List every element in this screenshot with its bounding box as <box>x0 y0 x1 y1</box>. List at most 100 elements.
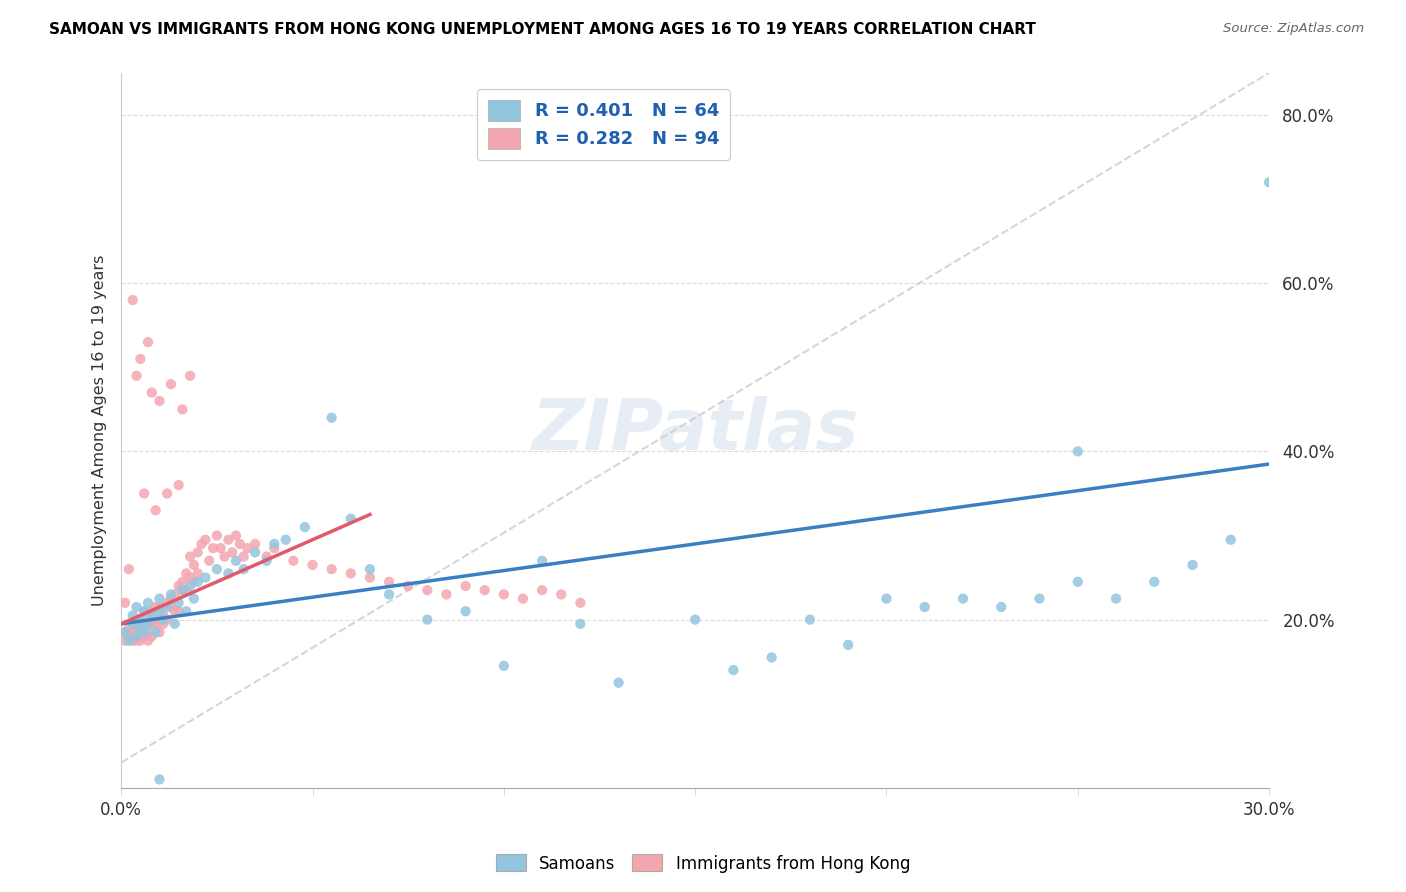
Point <box>474 583 496 598</box>
Point <box>190 537 212 551</box>
Point <box>163 587 186 601</box>
Point <box>129 351 152 366</box>
Point <box>205 528 228 542</box>
Point <box>179 549 201 564</box>
Point <box>1067 574 1090 589</box>
Point <box>1258 175 1281 189</box>
Point <box>837 638 859 652</box>
Point <box>152 608 174 623</box>
Point <box>221 545 243 559</box>
Point <box>152 613 174 627</box>
Point <box>1028 591 1050 606</box>
Point <box>134 625 156 640</box>
Point <box>1105 591 1128 606</box>
Point <box>214 549 236 564</box>
Point <box>359 562 381 576</box>
Point <box>148 604 170 618</box>
Point <box>134 616 156 631</box>
Point <box>569 616 592 631</box>
Point <box>194 571 217 585</box>
Point <box>118 621 141 635</box>
Point <box>141 608 163 623</box>
Point <box>274 533 297 547</box>
Point <box>121 625 143 640</box>
Point <box>194 533 217 547</box>
Point <box>121 293 143 307</box>
Legend: R = 0.401   N = 64, R = 0.282   N = 94: R = 0.401 N = 64, R = 0.282 N = 94 <box>477 89 730 160</box>
Point <box>141 385 163 400</box>
Text: Source: ZipAtlas.com: Source: ZipAtlas.com <box>1223 22 1364 36</box>
Point <box>205 562 228 576</box>
Point <box>683 613 706 627</box>
Point <box>1143 574 1166 589</box>
Point <box>125 600 148 615</box>
Point <box>761 650 783 665</box>
Point <box>569 596 592 610</box>
Point <box>174 583 197 598</box>
Point <box>121 633 143 648</box>
Point <box>145 616 167 631</box>
Point <box>134 604 156 618</box>
Point <box>179 571 201 585</box>
Point <box>134 630 156 644</box>
Point <box>136 633 159 648</box>
Point <box>129 613 152 627</box>
Point <box>256 549 278 564</box>
Point <box>378 574 401 589</box>
Point <box>129 613 152 627</box>
Point <box>148 613 170 627</box>
Point <box>172 583 194 598</box>
Point <box>167 596 190 610</box>
Point <box>148 772 170 787</box>
Point <box>156 486 179 500</box>
Point <box>183 558 205 572</box>
Point <box>160 587 183 601</box>
Point <box>243 545 266 559</box>
Point <box>202 541 225 556</box>
Point <box>263 537 285 551</box>
Point <box>232 549 254 564</box>
Point <box>187 574 209 589</box>
Point <box>121 616 143 631</box>
Point <box>1219 533 1241 547</box>
Point <box>232 562 254 576</box>
Point <box>121 616 143 631</box>
Point <box>114 625 136 640</box>
Point <box>141 630 163 644</box>
Text: SAMOAN VS IMMIGRANTS FROM HONG KONG UNEMPLOYMENT AMONG AGES 16 TO 19 YEARS CORRE: SAMOAN VS IMMIGRANTS FROM HONG KONG UNEM… <box>49 22 1036 37</box>
Point <box>914 600 936 615</box>
Point <box>141 616 163 631</box>
Point <box>148 394 170 409</box>
Point <box>256 554 278 568</box>
Point <box>243 537 266 551</box>
Point <box>198 554 221 568</box>
Point <box>283 554 305 568</box>
Point <box>172 574 194 589</box>
Point <box>141 604 163 618</box>
Point <box>136 335 159 350</box>
Point <box>174 604 197 618</box>
Point <box>875 591 897 606</box>
Point <box>125 633 148 648</box>
Point <box>136 625 159 640</box>
Point <box>156 596 179 610</box>
Point <box>160 600 183 615</box>
Point <box>145 625 167 640</box>
Point <box>129 621 152 635</box>
Point <box>436 587 458 601</box>
Point <box>114 596 136 610</box>
Point <box>134 486 156 500</box>
Point <box>990 600 1012 615</box>
Point <box>531 554 554 568</box>
Point <box>114 625 136 640</box>
Point <box>172 402 194 417</box>
Point <box>163 616 186 631</box>
Point <box>531 583 554 598</box>
Point <box>145 600 167 615</box>
Point <box>179 368 201 383</box>
Point <box>339 512 361 526</box>
Point <box>183 574 205 589</box>
Point <box>148 625 170 640</box>
Point <box>179 579 201 593</box>
Point <box>156 600 179 615</box>
